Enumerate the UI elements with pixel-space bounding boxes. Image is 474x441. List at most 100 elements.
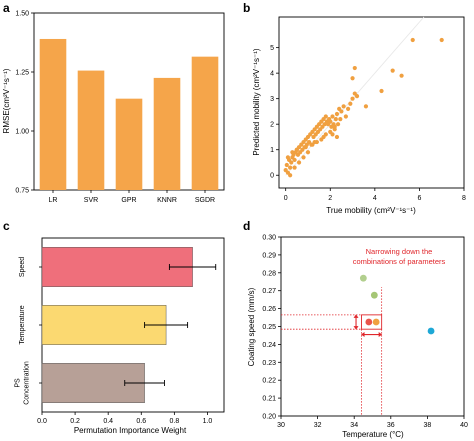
panel-d-scatter-chart: 30 32 34 36 38 40 0.20 0.21 0.22 0.23 0.24 0.25 0.2… [247, 235, 468, 440]
panel-b-x-tick-label: 6 [417, 195, 421, 202]
panel-d-y-tick-label: 0.21 [262, 396, 276, 403]
panel-b-point [399, 73, 404, 78]
panel-b-y-tick-label: 4 [270, 71, 274, 78]
panel-b-point [296, 160, 302, 165]
panel-c-x-tick-label: 0.2 [70, 418, 80, 425]
panel-letter-a: a [3, 1, 10, 15]
panel-c-horizontal-bar-chart: 0.0 0.2 0.4 0.6 0.8 1.0 Speed Temperature PS Con… [15, 237, 225, 435]
panel-b-point [410, 37, 415, 43]
panel-d-arrowhead [353, 314, 359, 318]
panel-b-point [312, 139, 317, 145]
panel-d-x-tick-label: 36 [387, 422, 395, 429]
panel-b-point [352, 65, 357, 71]
panel-d-x-tick-label: 34 [350, 422, 358, 429]
panel-b-scatter-chart: 0 2 4 6 8 0 1 2 3 4 5 True mobility (cm²V⁻¹s⁻¹) P… [252, 16, 466, 215]
panel-a-x-tick-label: SGDR [195, 197, 215, 204]
panel-b-reference-line [285, 16, 425, 176]
panel-a-x-tick-label: GPR [121, 197, 136, 204]
panel-b-y-tick-label: 2 [270, 122, 274, 129]
panel-d-y-axis-label: Coating speed (mm/s) [247, 287, 256, 366]
panel-a-y-tick-label: 1.00 [15, 129, 29, 136]
panel-b-point [323, 114, 328, 119]
panel-d-arrowhead [353, 326, 359, 330]
panel-c-x-axis-label: Permutation Importance Weight [74, 426, 187, 435]
panel-c-category-label: Temperature [19, 305, 26, 344]
panel-d-point [370, 291, 378, 299]
panel-b-point [341, 104, 346, 109]
panel-a-y-tick-label: 1.50 [15, 11, 29, 18]
panel-b-point [330, 132, 335, 137]
panel-d-y-tick-label: 0.30 [262, 235, 276, 242]
panel-b-point [334, 134, 340, 140]
panel-b-x-tick-label: 8 [462, 195, 466, 202]
panel-b-x-tick-label: 2 [328, 195, 332, 202]
panel-b-point [288, 165, 293, 170]
panel-a-bar-sgdr [191, 56, 219, 190]
panel-b-point [350, 76, 355, 81]
panel-b-point [379, 88, 384, 94]
panel-b-point [289, 160, 294, 165]
panel-b-point [328, 119, 333, 124]
panel-b-y-axis-label: Predicted mobility (cm²V⁻¹s⁻¹) [252, 48, 261, 155]
panel-letter-c: c [3, 219, 10, 233]
panel-b-point [292, 157, 297, 163]
panel-a-y-axis-label: RMSE(cm²V⁻¹s⁻¹) [2, 68, 11, 133]
panel-c-bar-speed [41, 247, 193, 287]
panel-d-y-tick-label: 0.23 [262, 360, 276, 367]
panel-d-point [427, 327, 435, 335]
panel-b-point [348, 101, 353, 106]
panel-b-point [335, 122, 341, 127]
panel-d-annotation-line-1: Narrowing down the [366, 247, 433, 256]
panel-b-point [330, 114, 335, 119]
panel-d-y-tick-label: 0.20 [262, 414, 276, 421]
panel-c-category-label: Concentration [24, 361, 31, 405]
panel-b-x-tick-label: 4 [373, 195, 377, 202]
panel-d-x-tick-label: 40 [460, 422, 468, 429]
panel-a-bar-knnr [153, 77, 181, 190]
panel-b-point [285, 155, 291, 160]
panel-d-point [365, 318, 373, 326]
panel-a-x-tick-label: KNNR [157, 197, 177, 204]
panel-b-point [354, 94, 360, 99]
panel-b-point [338, 116, 343, 122]
panel-c-category-label: PS [15, 378, 22, 388]
panel-letter-b: b [243, 1, 250, 15]
panel-b-y-tick-label: 0 [270, 173, 274, 180]
panel-b-point [334, 111, 340, 117]
panel-b-point [301, 155, 306, 160]
panel-b-y-tick-label: 1 [270, 147, 274, 154]
panel-b-x-axis-label: True mobility (cm²V⁻¹s⁻¹) [326, 206, 416, 215]
panel-a-bar-lr [39, 38, 67, 191]
panel-d-highlight-box [361, 314, 383, 330]
panel-b-y-tick-label: 3 [270, 96, 274, 103]
panel-b-point [303, 145, 308, 150]
panel-b-point [288, 173, 293, 178]
panel-letter-d: d [243, 219, 250, 233]
panel-d-x-axis-label: Temperature (°C) [342, 430, 404, 439]
panel-b-point [284, 162, 289, 168]
panel-d-x-tick-label: 32 [314, 422, 322, 429]
panel-b-point [345, 106, 351, 111]
panel-c-category-label: Speed [19, 257, 26, 277]
panel-d-y-tick-label: 0.24 [262, 342, 276, 349]
panel-d-point [359, 274, 367, 282]
panel-a-y-tick-label: 1.25 [15, 70, 29, 77]
panel-b-point [439, 37, 444, 43]
panel-d-arrowhead [361, 332, 365, 338]
panel-b-x-tick-label: 0 [284, 195, 288, 202]
panel-d-point [372, 318, 380, 326]
panel-d-arrowhead [378, 332, 383, 338]
panel-c-x-tick-label: 0.0 [37, 418, 47, 425]
panel-d-y-tick-label: 0.28 [262, 270, 276, 277]
panel-d-x-tick-label: 30 [277, 422, 285, 429]
panel-b-point [363, 104, 369, 109]
panel-b-point [390, 68, 395, 73]
panel-b-point [305, 150, 311, 155]
panel-b-point [290, 150, 295, 155]
panel-b-point [350, 96, 355, 101]
panel-c-x-tick-label: 1.0 [203, 418, 213, 425]
panel-d-y-tick-label: 0.27 [262, 288, 276, 295]
panel-b-point [321, 134, 326, 140]
panel-a-y-tick-label: 0.75 [15, 188, 29, 195]
